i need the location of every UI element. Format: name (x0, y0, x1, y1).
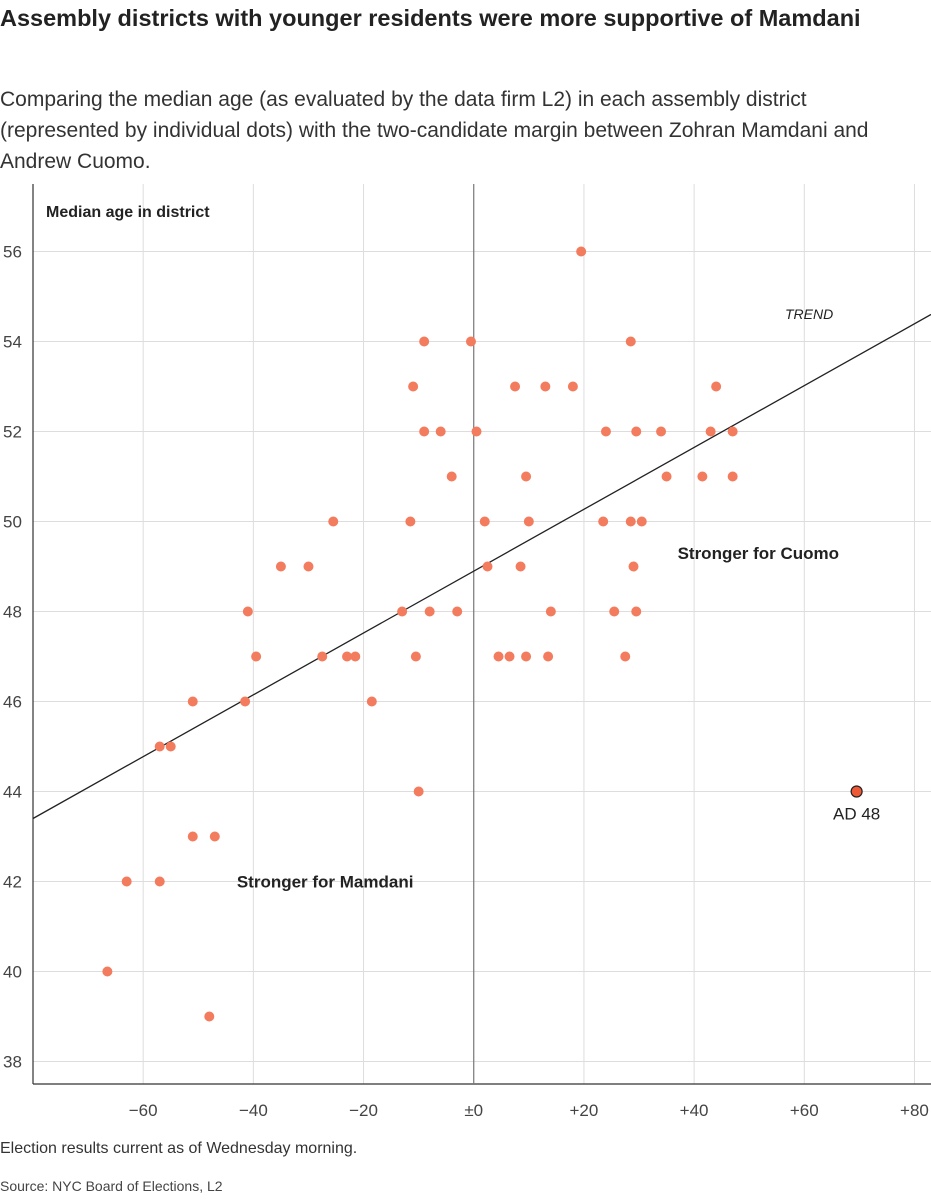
data-point (727, 426, 738, 437)
data-point (636, 516, 647, 527)
labels-layer: Median age in district Stronger for Cuomo… (46, 204, 880, 892)
data-point (204, 1011, 215, 1022)
data-point (661, 471, 672, 482)
data-point (419, 336, 430, 347)
data-point (510, 381, 521, 392)
data-point (452, 606, 463, 617)
highlighted-point (850, 785, 863, 798)
data-point (711, 381, 722, 392)
x-tick-label: −60 (129, 1101, 158, 1120)
data-point (408, 381, 419, 392)
data-point (154, 741, 165, 752)
data-point (328, 516, 339, 527)
data-point (656, 426, 667, 437)
data-point (471, 426, 482, 437)
chart-subtitle: Comparing the median age (as evaluated b… (0, 88, 869, 173)
data-point (240, 696, 251, 707)
trend-label: TREND (785, 306, 833, 322)
data-point (628, 561, 639, 572)
data-point (424, 606, 435, 617)
data-point (121, 876, 132, 887)
y-tick-label: 44 (3, 783, 22, 802)
data-point (567, 381, 578, 392)
region-label: Stronger for Cuomo (678, 544, 840, 563)
data-point (350, 651, 361, 662)
data-point (620, 651, 631, 662)
data-point (251, 651, 262, 662)
data-point (479, 516, 490, 527)
data-point (515, 561, 526, 572)
data-point (405, 516, 416, 527)
y-tick-label: 46 (3, 693, 22, 712)
x-tick-label: +80 (900, 1101, 929, 1120)
data-point (631, 606, 642, 617)
x-tick-label: +20 (569, 1101, 598, 1120)
data-point (705, 426, 716, 437)
data-point (275, 561, 286, 572)
x-tick-label: −40 (239, 1101, 268, 1120)
data-point (419, 426, 430, 437)
data-point (154, 876, 165, 887)
scatter-chart: 38 40 42 44 46 48 50 52 54 56 −60 −40 −20 ±0 +20 +40 +60… (3, 184, 931, 1120)
y-axis-title: Median age in district (46, 204, 210, 221)
data-point (413, 786, 424, 797)
data-point (435, 426, 446, 437)
data-point (625, 336, 636, 347)
data-point (521, 651, 532, 662)
data-point (482, 561, 493, 572)
data-point (366, 696, 377, 707)
data-point (242, 606, 253, 617)
data-point (493, 651, 504, 662)
region-label: Stronger for Mamdani (237, 873, 414, 892)
data-point (697, 471, 708, 482)
data-point (504, 651, 515, 662)
chart-title: Assembly districts with younger resident… (0, 5, 861, 31)
y-tick-label: 50 (3, 513, 22, 532)
points-layer (102, 246, 863, 1022)
data-point (465, 336, 476, 347)
y-tick-label: 52 (3, 423, 22, 442)
data-point (521, 471, 532, 482)
x-tick-label: −20 (349, 1101, 378, 1120)
data-point (543, 651, 554, 662)
data-point (410, 651, 421, 662)
data-point (342, 651, 353, 662)
y-tick-label: 40 (3, 963, 22, 982)
y-tick-label: 38 (3, 1053, 22, 1072)
data-point (187, 696, 198, 707)
annotation-label: AD 48 (833, 805, 880, 824)
y-tick-label: 54 (3, 333, 22, 352)
source-note: Source: NYC Board of Elections, L2 (0, 1178, 223, 1194)
data-point (576, 246, 587, 257)
trend-layer: TREND (32, 306, 931, 820)
data-point (397, 606, 408, 617)
data-point (631, 426, 642, 437)
data-point (600, 426, 611, 437)
data-point (165, 741, 176, 752)
trend-line (32, 313, 931, 820)
data-point (598, 516, 609, 527)
data-point (317, 651, 328, 662)
data-point (523, 516, 534, 527)
y-tick-label: 42 (3, 873, 22, 892)
x-tick-label: +60 (790, 1101, 819, 1120)
axes (32, 184, 931, 1085)
data-point (625, 516, 636, 527)
data-point (609, 606, 620, 617)
footnote: Election results current as of Wednesday… (0, 1140, 358, 1157)
data-point (446, 471, 457, 482)
x-tick-label: ±0 (464, 1101, 483, 1120)
data-point (303, 561, 314, 572)
data-point (545, 606, 556, 617)
data-point (187, 831, 198, 842)
data-point (209, 831, 220, 842)
grid: 38 40 42 44 46 48 50 52 54 56 −60 −40 −20 ±0 +20 +40 +60… (3, 184, 931, 1120)
data-point (540, 381, 551, 392)
y-tick-label: 48 (3, 603, 22, 622)
data-point (102, 966, 113, 977)
x-tick-label: +40 (680, 1101, 709, 1120)
data-point (727, 471, 738, 482)
y-tick-label: 56 (3, 243, 22, 262)
